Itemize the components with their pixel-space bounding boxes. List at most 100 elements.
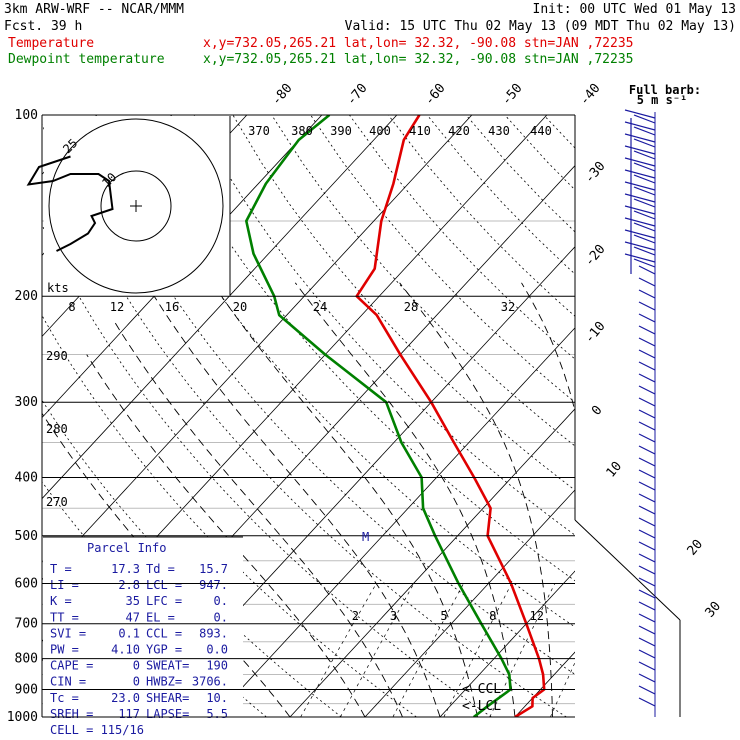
theta-label: 400 [369, 124, 391, 138]
lcl-marker: <-LCL [462, 699, 501, 714]
wind-barb [638, 685, 656, 695]
temperature-legend: Temperature [8, 36, 94, 51]
parcel-field-value: 15.7 [199, 562, 228, 576]
wind-barb [638, 541, 656, 551]
parcel-field-value: 117 [118, 707, 140, 721]
parcel-field-value: 947. [199, 578, 228, 592]
barb-legend-title: Full barb: [629, 83, 701, 97]
wind-barb [638, 625, 656, 635]
barb-legend-unit: 5 m s⁻¹ [637, 93, 688, 107]
wind-barb [638, 697, 656, 707]
dry-adiabat [349, 115, 575, 360]
parcel-field-label: LAPSE= [146, 707, 189, 721]
pressure-label: 1000 [7, 710, 38, 725]
wind-barb [624, 133, 656, 143]
mixing-ratio-label: 3 [390, 609, 397, 623]
forecast-hour: Fcst. 39 h [4, 19, 82, 34]
lfc-marker: M [362, 530, 369, 544]
hodograph-axis-label: 24 [313, 300, 327, 314]
temperature-tick-label: 10 [604, 459, 626, 481]
temperature-location: x,y=732.05,265.21 lat,lon= 32.32, -90.08… [203, 36, 633, 51]
theta-label: 410 [409, 124, 431, 138]
wind-barb [638, 289, 656, 299]
moist-adiabat [86, 354, 366, 717]
parcel-info-background [43, 537, 243, 717]
moist-adiabat [294, 282, 516, 717]
hodograph-axis-label: 32 [501, 300, 515, 314]
parcel-field-value: 5.5 [206, 707, 228, 721]
pressure-label: 100 [15, 108, 38, 123]
wind-barbs [624, 109, 656, 717]
wind-barb [638, 613, 656, 623]
theta-label: 440 [530, 124, 552, 138]
sounding-profiles [245, 115, 546, 717]
parcel-field-value: 0 [133, 675, 140, 689]
init-time: Init: 00 UTC Wed 01 May 13 [533, 2, 737, 17]
mixing-ratio-line [340, 583, 415, 717]
isotherm [214, 327, 575, 717]
dry-adiabat [426, 115, 575, 275]
wind-barb [638, 409, 656, 419]
valid-time: Valid: 15 UTC Thu 02 May 13 (09 MDT Thu … [345, 19, 736, 34]
hodograph-axis-label: 8 [68, 300, 75, 314]
mixing-ratio-label: 20 [587, 609, 601, 623]
wind-barb [638, 457, 656, 467]
temperature-tick-label: 0 [589, 403, 606, 419]
dry-adiabat [42, 314, 417, 717]
wind-barb [638, 445, 656, 455]
wind-barb [638, 673, 656, 683]
wind-barb [624, 109, 656, 119]
mixing-ratio-label: 12 [530, 609, 544, 623]
parcel-field-label: K = [50, 594, 72, 608]
parcel-field-label: CCL = [146, 626, 182, 640]
mixing-ratio-line [392, 583, 464, 717]
wind-barb [624, 241, 656, 251]
hodograph-trace [26, 155, 114, 252]
wind-barb [638, 277, 656, 287]
parcel-field-label: HWBZ= [146, 675, 182, 689]
parcel-field-value: 10. [206, 691, 228, 705]
theta-label: 430 [488, 124, 510, 138]
temperature-tick-label: -80 [269, 81, 296, 109]
theta-e-label: 280 [46, 422, 68, 436]
wind-barb [638, 421, 656, 431]
wind-barb [638, 337, 656, 347]
moist-adiabat [521, 282, 575, 414]
parcel-field-label: LCL = [146, 578, 182, 592]
dry-adiabat [232, 115, 575, 491]
pressure-label: 700 [15, 617, 38, 632]
wind-barb [624, 193, 656, 203]
wind-barb [638, 385, 656, 395]
wind-barb [638, 493, 656, 503]
wind-barb [624, 205, 656, 215]
wind-barb [633, 222, 656, 232]
wind-barb [633, 126, 656, 136]
dry-adiabat [583, 115, 740, 717]
wind-barb [624, 229, 656, 239]
wind-barb [638, 433, 656, 443]
parcel-field-value: 0. [214, 610, 228, 624]
wind-barb [624, 121, 656, 131]
dewpoint-profile [245, 115, 512, 717]
wind-barb [638, 325, 656, 335]
dry-adiabat [699, 115, 740, 717]
mixing-ratio-line [550, 661, 575, 717]
mixing-ratio-label: 8 [489, 609, 496, 623]
hodograph-unit: kts [47, 281, 69, 295]
wind-barb [633, 234, 656, 244]
hodograph-axis-label: 12 [110, 300, 124, 314]
pressure-label: 200 [15, 289, 38, 304]
wind-barb [624, 217, 656, 227]
pressure-label: 400 [15, 470, 38, 485]
dry-adiabat [543, 115, 575, 149]
parcel-field-label: SHEAR= [146, 691, 189, 705]
isotherm [42, 115, 473, 581]
model-title: 3km ARW-WRF -- NCAR/MMM [4, 2, 184, 17]
dewpoint-legend: Dewpoint temperature [8, 52, 165, 67]
pressure-label: 500 [15, 529, 38, 544]
wind-barb [638, 265, 656, 275]
isotherm [514, 651, 575, 717]
mixing-ratio-label: 2 [352, 609, 359, 623]
